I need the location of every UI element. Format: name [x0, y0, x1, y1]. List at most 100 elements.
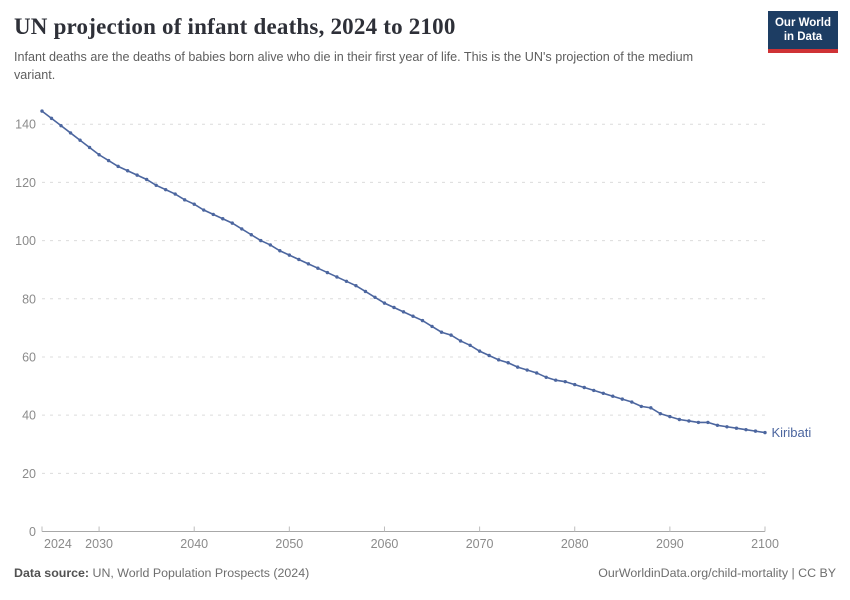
data-point[interactable]: [202, 208, 206, 212]
series-line[interactable]: [41, 110, 766, 434]
data-point[interactable]: [306, 262, 311, 266]
data-point[interactable]: [259, 238, 263, 243]
data-point[interactable]: [287, 253, 292, 257]
data-point[interactable]: [458, 339, 463, 343]
data-point[interactable]: [430, 324, 434, 329]
data-point[interactable]: [249, 233, 253, 237]
data-point[interactable]: [268, 243, 273, 247]
data-point[interactable]: [554, 378, 558, 382]
series-label[interactable]: Kiribati: [772, 425, 812, 440]
data-point[interactable]: [411, 314, 415, 318]
data-point[interactable]: [677, 417, 682, 422]
data-point[interactable]: [753, 429, 758, 433]
data-point[interactable]: [230, 221, 234, 225]
data-point[interactable]: [87, 145, 92, 150]
data-point[interactable]: [515, 365, 520, 369]
data-point[interactable]: [477, 349, 482, 353]
data-point[interactable]: [401, 310, 406, 314]
data-point[interactable]: [439, 330, 444, 334]
chart-header: UN projection of infant deaths, 2024 to …: [0, 0, 850, 85]
data-point[interactable]: [468, 343, 472, 348]
x-tick-label: 2024: [44, 537, 72, 551]
data-point[interactable]: [106, 158, 111, 163]
data-point[interactable]: [601, 391, 605, 396]
data-point[interactable]: [68, 131, 73, 135]
data-point[interactable]: [573, 382, 577, 387]
data-point[interactable]: [363, 289, 368, 294]
data-point[interactable]: [744, 427, 748, 432]
data-point[interactable]: [725, 425, 729, 429]
data-point[interactable]: [116, 164, 120, 169]
data-source-label: Data source:: [14, 566, 90, 580]
data-point[interactable]: [392, 305, 396, 310]
data-point[interactable]: [173, 192, 177, 196]
data-point[interactable]: [487, 353, 491, 358]
page-title: UN projection of infant deaths, 2024 to …: [14, 14, 456, 39]
owid-logo-line1: Our World: [774, 17, 831, 29]
data-point[interactable]: [135, 173, 139, 177]
data-point[interactable]: [221, 217, 225, 221]
data-point[interactable]: [658, 411, 663, 416]
owid-logo[interactable]: Our World in Data: [768, 11, 838, 53]
data-point[interactable]: [125, 169, 130, 173]
data-point[interactable]: [278, 249, 282, 253]
y-tick-label: 60: [22, 350, 36, 364]
data-point[interactable]: [59, 123, 63, 128]
data-point[interactable]: [611, 394, 615, 398]
data-source-text: UN, World Population Prospects (2024): [89, 566, 310, 580]
data-point[interactable]: [78, 138, 82, 142]
data-point[interactable]: [734, 426, 739, 430]
data-point[interactable]: [763, 430, 767, 435]
data-point[interactable]: [620, 397, 625, 401]
data-point[interactable]: [144, 177, 149, 182]
data-point[interactable]: [354, 283, 358, 288]
data-point[interactable]: [297, 257, 301, 262]
data-point[interactable]: [373, 295, 377, 300]
x-tick-label: 2030: [85, 537, 113, 551]
data-point[interactable]: [40, 109, 44, 113]
data-point[interactable]: [154, 183, 158, 187]
chart-subtitle: Infant deaths are the deaths of babies b…: [14, 50, 694, 82]
credit-link[interactable]: OurWorldinData.org/child-mortality | CC …: [598, 566, 836, 580]
data-point[interactable]: [534, 371, 539, 375]
x-tick-label: 2060: [371, 537, 399, 551]
x-tick-label: 2100: [751, 537, 779, 551]
y-tick-label: 80: [22, 292, 36, 306]
data-point[interactable]: [335, 275, 339, 279]
data-point[interactable]: [592, 388, 596, 393]
x-tick-label: 2090: [656, 537, 684, 551]
data-point[interactable]: [325, 270, 330, 275]
data-point[interactable]: [97, 153, 101, 157]
x-tick-label: 2070: [466, 537, 494, 551]
y-tick-label: 100: [15, 234, 36, 248]
data-point[interactable]: [211, 212, 215, 217]
data-point[interactable]: [316, 266, 320, 270]
data-point[interactable]: [706, 420, 710, 425]
data-point[interactable]: [506, 361, 510, 365]
y-tick-label: 120: [15, 176, 36, 190]
data-point[interactable]: [49, 116, 54, 121]
y-tick-label: 20: [22, 467, 36, 481]
data-point[interactable]: [496, 358, 501, 362]
y-tick-label: 140: [15, 118, 36, 132]
data-point[interactable]: [582, 385, 586, 390]
data-point[interactable]: [344, 279, 349, 284]
data-point[interactable]: [687, 419, 691, 423]
data-point[interactable]: [563, 379, 567, 384]
data-point[interactable]: [240, 227, 244, 231]
data-point[interactable]: [420, 318, 425, 323]
data-point[interactable]: [696, 420, 701, 425]
data-point[interactable]: [630, 400, 634, 404]
data-point[interactable]: [668, 414, 672, 419]
data-point[interactable]: [449, 333, 453, 337]
data-point[interactable]: [649, 406, 653, 410]
data-point[interactable]: [382, 301, 387, 305]
data-point[interactable]: [639, 404, 644, 409]
data-point[interactable]: [182, 198, 187, 202]
data-point[interactable]: [163, 187, 168, 192]
data-point[interactable]: [715, 423, 720, 428]
data-point[interactable]: [525, 368, 529, 372]
data-point[interactable]: [544, 375, 548, 380]
data-point[interactable]: [192, 202, 196, 206]
